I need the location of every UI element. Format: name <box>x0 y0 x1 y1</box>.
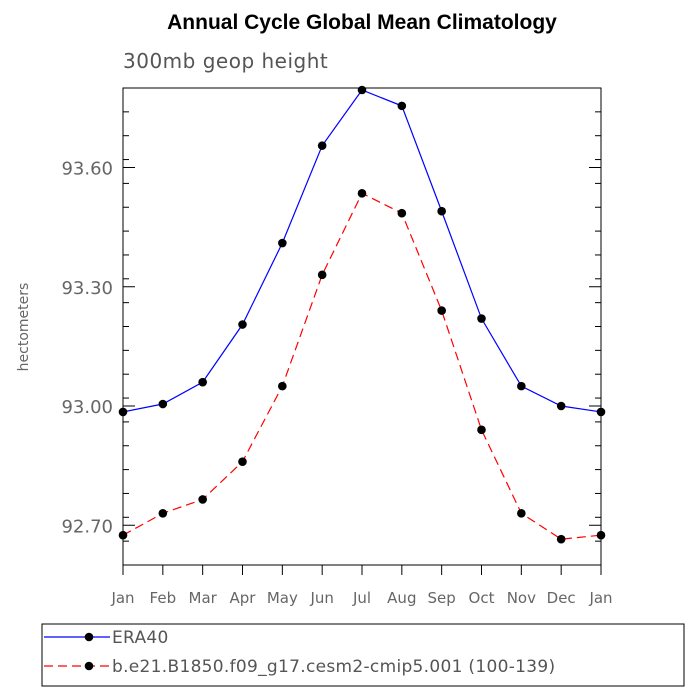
x-tick-label: Sep <box>428 589 456 607</box>
x-tick-label: Mar <box>189 589 218 607</box>
series-1-point <box>278 238 287 248</box>
series-1-point <box>198 377 207 387</box>
series-markers <box>118 85 606 544</box>
x-tick-label: Jul <box>352 589 371 607</box>
x-tick-label: Jan <box>588 589 612 607</box>
series-2-point <box>437 306 446 315</box>
series-2-point <box>198 495 207 504</box>
series-2-point <box>477 425 486 435</box>
series-2-point <box>238 457 247 466</box>
series-2-point <box>397 208 407 218</box>
series-line-1 <box>122 89 602 413</box>
legend-box <box>41 623 685 687</box>
series-1-point <box>477 314 486 323</box>
series-1-point <box>317 141 327 150</box>
plot-frame <box>122 87 602 566</box>
y-tick-label: 93.00 <box>61 397 113 418</box>
x-tick-label: Jun <box>309 589 333 607</box>
legend-marker-2 <box>84 661 94 671</box>
series-1-point <box>238 320 247 329</box>
series-1-point <box>357 85 367 95</box>
chart-subtitle: 300mb geop height <box>123 49 328 73</box>
chart-title: Annual Cycle Global Mean Climatology <box>167 11 557 34</box>
x-tick-label: Feb <box>150 589 177 607</box>
series-1-point <box>158 399 168 409</box>
series-2-point <box>278 381 287 391</box>
series-line-2 <box>122 192 602 540</box>
x-tick-label: Dec <box>547 589 576 607</box>
legend-label-1: ERA40 <box>112 628 169 648</box>
series-2-point <box>317 270 327 280</box>
x-tick-label: May <box>267 589 298 607</box>
y-tick-label: 92.70 <box>61 516 113 537</box>
axis-ticks: 92.70 93.00 93.30 93.60 Jan Feb Mar Apr May Jun Ju… <box>61 87 613 607</box>
series-2-point <box>118 530 128 540</box>
series-2-point <box>158 509 168 518</box>
x-tick-label: Oct <box>469 589 495 607</box>
y-axis-label: hectometers <box>16 283 32 372</box>
x-tick-label: Aug <box>387 589 416 607</box>
legend-marker-1 <box>84 632 94 642</box>
y-tick-label: 93.60 <box>61 159 113 180</box>
series-2-point <box>596 530 606 540</box>
x-tick-label: Jan <box>110 589 134 607</box>
legend: ERA40 b.e21.B1850.f09_g17.cesm2-cmip5.001… <box>44 628 555 677</box>
series-2-point <box>357 189 367 198</box>
series-1-point <box>596 407 606 417</box>
series-lines <box>122 89 602 540</box>
series-1-point <box>397 101 407 111</box>
legend-label-2: b.e21.B1850.f09_g17.cesm2-cmip5.001 (100… <box>112 657 555 677</box>
series-1-point <box>118 407 128 417</box>
series-1-point <box>437 206 446 216</box>
series-1-point <box>556 401 566 411</box>
series-2-point <box>556 534 566 544</box>
y-tick-label: 93.30 <box>61 278 113 299</box>
series-2-point <box>517 509 526 518</box>
x-tick-label: Nov <box>507 589 536 607</box>
series-1-point <box>517 381 526 391</box>
x-tick-label: Apr <box>230 589 257 607</box>
